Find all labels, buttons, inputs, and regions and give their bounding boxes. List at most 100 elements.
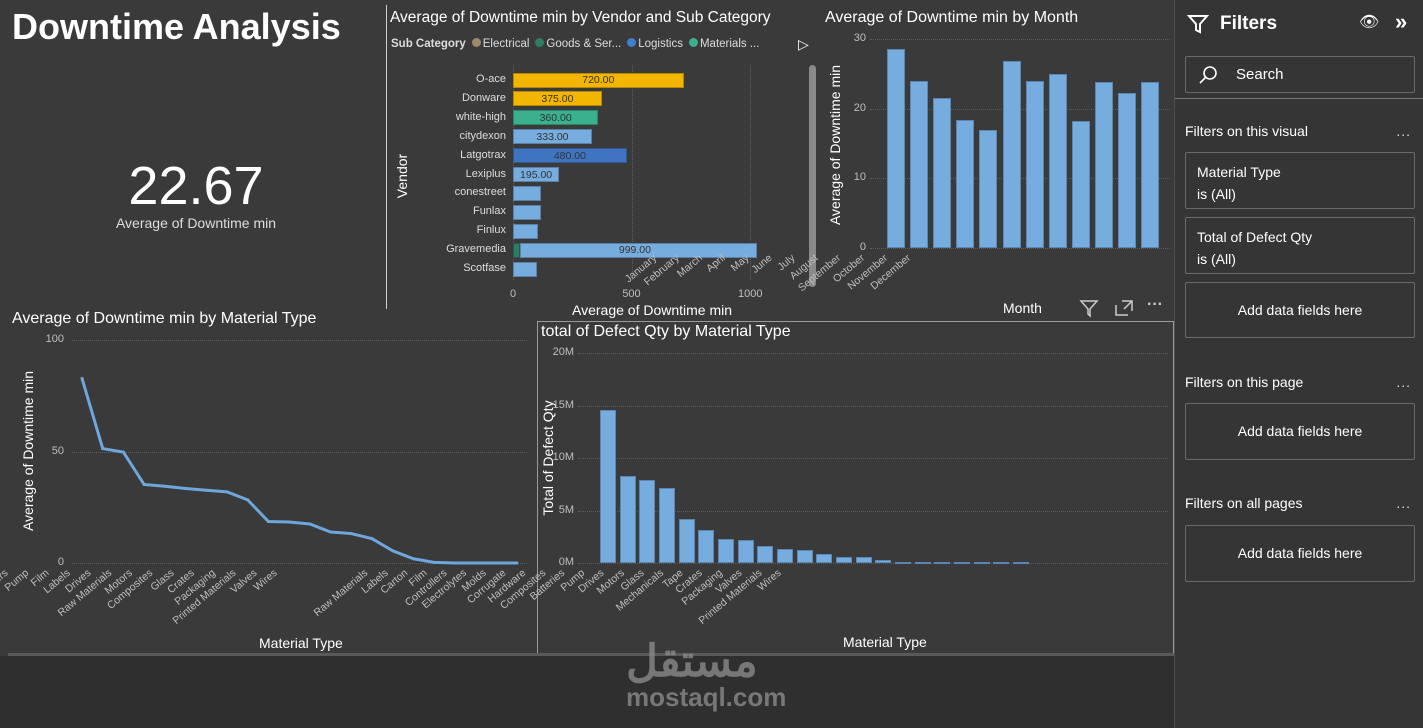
- point-controllers[interactable]: [246, 498, 250, 502]
- bar-november[interactable]: [1118, 93, 1136, 248]
- bar-controllers[interactable]: [678, 518, 695, 563]
- legend-label: Logistics: [638, 38, 683, 50]
- point-printed-materials[interactable]: [474, 561, 478, 565]
- bar-printed-materials[interactable]: [993, 561, 1010, 564]
- more-options-icon[interactable]: ...: [1396, 374, 1411, 390]
- legend-item-electrical[interactable]: Electrical: [471, 38, 530, 50]
- gridline: [631, 65, 633, 280]
- filter-field: Material Type: [1197, 164, 1281, 180]
- bar-january[interactable]: [887, 49, 905, 248]
- point-glass[interactable]: [411, 557, 415, 561]
- bar-march[interactable]: [933, 98, 952, 248]
- filter-card-material-type[interactable]: Material Type is (All): [1185, 152, 1415, 209]
- filter-icon[interactable]: [1079, 298, 1099, 318]
- bar-december[interactable]: [1141, 82, 1160, 248]
- filter-card-defect-qty[interactable]: Total of Defect Qty is (All): [1185, 217, 1415, 274]
- kpi-label: Average of Downtime min: [115, 215, 277, 231]
- legend-item-materials-[interactable]: Materials ...: [688, 38, 759, 50]
- data-label: 999.00: [618, 244, 651, 257]
- add-fields-page[interactable]: Add data fields here: [1185, 403, 1415, 460]
- add-fields-visual[interactable]: Add data fields here: [1185, 282, 1415, 338]
- filter-search-input[interactable]: Search: [1185, 56, 1415, 93]
- point-valves[interactable]: [494, 561, 498, 565]
- point-carton[interactable]: [204, 488, 208, 492]
- point-tape[interactable]: [101, 447, 105, 451]
- bar-valves[interactable]: [973, 561, 990, 564]
- point-batteries[interactable]: [163, 484, 167, 488]
- more-options-icon[interactable]: ...: [1396, 495, 1411, 511]
- bar-electrolytes[interactable]: [698, 530, 715, 563]
- bar-pump[interactable]: [816, 553, 833, 563]
- bar-april[interactable]: [956, 119, 975, 248]
- point-packaging[interactable]: [453, 561, 457, 565]
- bar-september[interactable]: [1071, 121, 1090, 248]
- point-hardware[interactable]: [121, 450, 125, 454]
- bar-tape[interactable]: [914, 561, 931, 564]
- point-electrolytes[interactable]: [184, 487, 188, 491]
- point-molds[interactable]: [225, 490, 229, 494]
- point-crates[interactable]: [432, 560, 436, 564]
- legend-label: Electrical: [482, 38, 530, 50]
- point-mechanicals[interactable]: [80, 376, 84, 380]
- bar-molds[interactable]: [718, 538, 735, 563]
- series-line[interactable]: [80, 377, 517, 565]
- filter-icon: [1186, 15, 1210, 34]
- legend-item-logistics[interactable]: Logistics: [627, 38, 683, 50]
- more-options-icon[interactable]: ···: [1147, 296, 1163, 313]
- bar-labels[interactable]: [619, 475, 636, 563]
- legend-item-goods-ser-[interactable]: Goods & Ser...: [535, 38, 621, 50]
- bar-august[interactable]: [1048, 73, 1067, 248]
- bar-packaging[interactable]: [954, 561, 971, 564]
- point-pump[interactable]: [266, 520, 270, 524]
- bar-june[interactable]: [1002, 61, 1021, 248]
- bar-finlux[interactable]: [513, 223, 538, 239]
- add-fields-all-pages[interactable]: Add data fields here: [1185, 525, 1415, 582]
- legend-marker: [535, 38, 545, 47]
- bar-scotfase[interactable]: [513, 261, 537, 277]
- bar-gravemedia[interactable]: [513, 242, 521, 258]
- bar-may[interactable]: [979, 129, 998, 248]
- bar-latgotrax[interactable]: [513, 148, 627, 164]
- bar-corrugate[interactable]: [737, 539, 754, 563]
- filter-state: is (All): [1197, 186, 1236, 202]
- bar-o-ace[interactable]: [513, 72, 684, 88]
- point-raw-materials[interactable]: [349, 532, 353, 536]
- focus-mode-icon[interactable]: [1114, 299, 1134, 317]
- data-label: 360.00: [539, 111, 572, 124]
- point-motors[interactable]: [370, 537, 374, 541]
- bar-citydexon[interactable]: [513, 129, 592, 145]
- collapse-pane-icon[interactable]: »: [1395, 9, 1408, 34]
- canvas-footer: مستقل mostaql.com: [0, 637, 1174, 728]
- bar-gravemedia[interactable]: [520, 242, 757, 258]
- bar-drives[interactable]: [836, 557, 853, 563]
- bar-funlax[interactable]: [513, 204, 541, 220]
- point-drives[interactable]: [329, 530, 333, 534]
- bar-batteries[interactable]: [796, 550, 813, 563]
- point-film[interactable]: [287, 520, 291, 524]
- bar-conestreet[interactable]: [513, 185, 542, 201]
- bar-mechanicals[interactable]: [895, 561, 912, 564]
- more-options-icon[interactable]: ...: [1396, 123, 1411, 139]
- bar-crates[interactable]: [934, 561, 951, 564]
- point-composites[interactable]: [391, 549, 395, 553]
- bar-motors[interactable]: [855, 557, 872, 563]
- point-wires[interactable]: [515, 561, 519, 565]
- bar-carton[interactable]: [639, 480, 656, 563]
- bar-donware[interactable]: [513, 91, 602, 107]
- bar-hardware[interactable]: [757, 546, 774, 563]
- bar-glass[interactable]: [875, 560, 892, 563]
- bar-film[interactable]: [659, 488, 675, 563]
- bar-february[interactable]: [910, 81, 929, 248]
- legend-next-arrow-icon[interactable]: ▷: [798, 36, 809, 52]
- scrollbar[interactable]: [809, 65, 816, 287]
- bar-wires[interactable]: [1013, 561, 1030, 564]
- eye-icon[interactable]: 👁: [1359, 14, 1380, 31]
- point-labels[interactable]: [308, 522, 312, 526]
- bar-july[interactable]: [1025, 80, 1044, 248]
- bar-white-high[interactable]: [513, 110, 599, 126]
- point-corrugate[interactable]: [142, 483, 146, 487]
- bar-raw-materials[interactable]: [600, 409, 616, 563]
- bar-composites[interactable]: [777, 549, 794, 563]
- bar-october[interactable]: [1094, 82, 1113, 248]
- bar-lexiplus[interactable]: [513, 167, 560, 182]
